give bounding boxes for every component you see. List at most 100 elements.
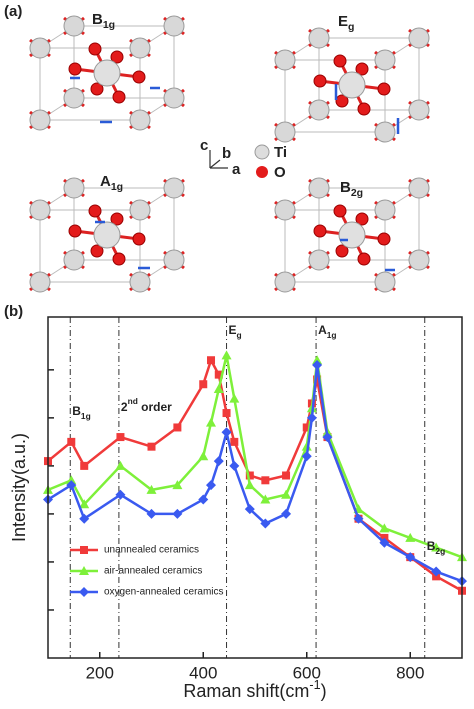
label-main: E — [338, 13, 348, 30]
label-sub: g — [348, 21, 354, 33]
marker — [221, 427, 232, 438]
ti-atom — [163, 177, 185, 199]
marker — [244, 504, 255, 515]
ti-atom — [308, 177, 330, 199]
marker — [405, 532, 416, 542]
ti-atom — [63, 87, 85, 109]
marker — [222, 409, 231, 418]
marker — [245, 471, 254, 480]
marker — [206, 417, 217, 427]
label-sub: 1g — [327, 330, 337, 340]
marker — [172, 508, 183, 519]
marker — [207, 356, 216, 365]
o-atom — [88, 42, 102, 56]
label-sup: -1 — [309, 678, 320, 692]
marker — [66, 480, 77, 491]
ti-atom — [163, 15, 185, 37]
mode-label: B1g — [92, 11, 115, 31]
marker — [281, 489, 292, 499]
o-atom — [112, 252, 126, 266]
mode-label: B2g — [427, 539, 445, 556]
o-atom — [377, 82, 391, 96]
ti-atom — [308, 249, 330, 271]
marker — [431, 542, 442, 552]
ti-atom — [129, 271, 151, 293]
atom-label: O — [274, 164, 286, 181]
o-atom — [333, 54, 347, 68]
marker — [206, 480, 217, 491]
marker — [229, 393, 240, 403]
unit-cell — [274, 177, 430, 293]
series-line — [47, 355, 463, 559]
ti-atom — [374, 271, 396, 293]
marker — [301, 451, 312, 462]
marker — [229, 460, 240, 471]
ti-atom — [63, 249, 85, 271]
ti-atom — [129, 37, 151, 59]
marker — [214, 370, 223, 379]
marker — [301, 441, 312, 451]
ti-atom — [163, 249, 185, 271]
mode-label: 2nd order — [121, 396, 172, 414]
axis-arrow — [209, 159, 221, 169]
marker — [322, 432, 333, 443]
marker — [405, 552, 416, 563]
legend-marker — [79, 566, 89, 575]
label-main: B — [340, 179, 351, 196]
label-main: B — [92, 11, 103, 28]
marker — [173, 423, 182, 432]
marker — [379, 523, 390, 533]
o-atom — [90, 82, 104, 96]
label-main: A — [100, 173, 111, 190]
panel-label: (a) — [4, 3, 22, 20]
marker — [213, 384, 224, 394]
label-main: B — [427, 539, 436, 553]
o-atom — [88, 204, 102, 218]
ti-atom — [374, 199, 396, 221]
ti-atom — [93, 59, 121, 87]
marker — [146, 484, 157, 494]
ti-atom — [274, 199, 296, 221]
plot-frame — [47, 316, 463, 659]
marker — [312, 355, 323, 365]
o-key — [256, 166, 268, 178]
mode-label: B1g — [72, 404, 90, 421]
marker — [281, 508, 292, 519]
marker — [147, 442, 156, 451]
marker — [260, 518, 271, 529]
ti-atom — [29, 37, 51, 59]
legend-label: unannealed ceramics — [104, 545, 199, 556]
atom-label: Ti — [274, 144, 287, 161]
o-atom — [313, 74, 327, 88]
label-sup: nd — [128, 396, 138, 406]
marker — [198, 451, 209, 461]
x-tick-label: 800 — [396, 663, 424, 682]
marker — [199, 380, 208, 389]
ti-key — [254, 144, 270, 160]
label-main: Raman shift(cm — [183, 681, 309, 701]
marker — [244, 480, 255, 490]
marker — [260, 494, 271, 504]
o-atom — [333, 204, 347, 218]
x-tick-label: 200 — [86, 663, 114, 682]
marker — [79, 513, 90, 524]
marker — [115, 460, 126, 470]
label-sub: g — [237, 330, 242, 340]
marker — [431, 566, 442, 577]
ti-atom — [374, 121, 396, 143]
ti-atom — [93, 221, 121, 249]
marker — [146, 508, 157, 519]
mode-label: A1g — [100, 173, 123, 193]
marker — [302, 423, 311, 432]
ti-atom — [274, 121, 296, 143]
marker — [172, 480, 183, 490]
panel-label: (b) — [4, 303, 23, 320]
unit-cell — [29, 15, 185, 131]
o-atom — [357, 252, 371, 266]
o-atom — [68, 224, 82, 238]
marker — [261, 476, 270, 485]
o-atom — [90, 244, 104, 258]
o-atom — [357, 102, 371, 116]
axis-letter: a — [232, 161, 241, 178]
